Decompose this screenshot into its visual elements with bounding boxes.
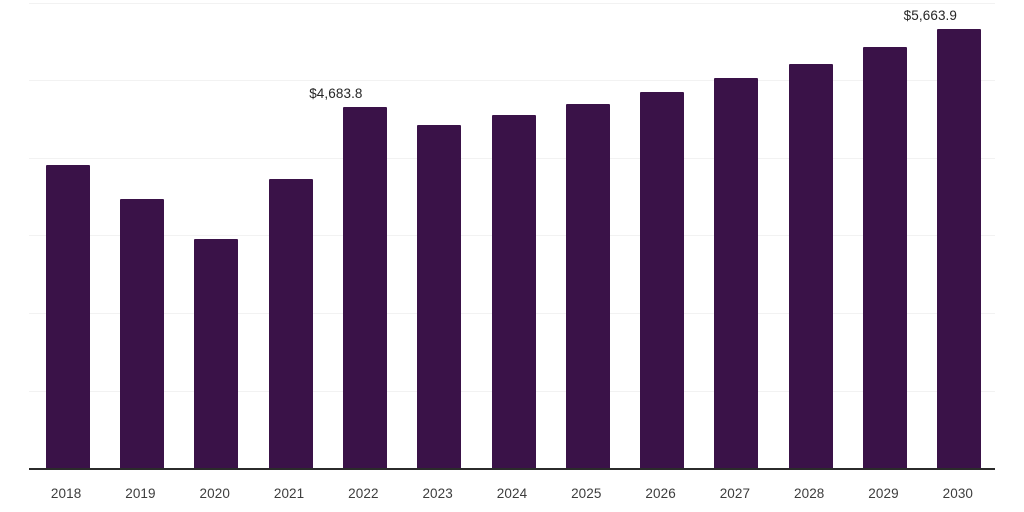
x-tick-label: 2030 bbox=[942, 486, 974, 501]
bar-group[interactable] bbox=[565, 0, 610, 469]
x-tick-label: 2022 bbox=[348, 486, 379, 501]
x-axis-line bbox=[29, 468, 995, 470]
bar-group[interactable] bbox=[194, 0, 239, 469]
bar[interactable] bbox=[640, 92, 685, 469]
bar-value-label: $5,663.9 bbox=[903, 7, 958, 23]
bar[interactable] bbox=[565, 104, 610, 469]
x-tick-label: 2028 bbox=[793, 486, 825, 501]
bar[interactable] bbox=[937, 28, 982, 469]
bar[interactable] bbox=[119, 199, 164, 469]
x-tick-label: 2025 bbox=[571, 486, 602, 501]
x-tick-label: 2027 bbox=[719, 486, 751, 501]
x-tick-label: 2029 bbox=[868, 486, 899, 501]
bar[interactable] bbox=[417, 125, 462, 469]
bar-group[interactable] bbox=[342, 0, 387, 469]
bar-group[interactable] bbox=[268, 0, 313, 469]
x-tick-label: 2018 bbox=[50, 486, 82, 501]
bar-group[interactable] bbox=[491, 0, 536, 469]
x-tick-label: 2019 bbox=[125, 486, 156, 501]
x-tick-label: 2024 bbox=[496, 486, 528, 501]
bar[interactable] bbox=[491, 115, 536, 469]
bar[interactable] bbox=[342, 107, 387, 469]
plot-area bbox=[29, 0, 995, 470]
x-axis-labels: 2018 2019 2020 2021 2022 2023 2024 2025 2026 2027… bbox=[29, 470, 995, 512]
bar-group[interactable] bbox=[119, 0, 164, 469]
bar-group[interactable] bbox=[417, 0, 462, 469]
bar-group[interactable] bbox=[788, 0, 833, 469]
bar-group[interactable] bbox=[640, 0, 685, 469]
bar[interactable] bbox=[45, 165, 90, 469]
gridline bbox=[29, 2, 995, 4]
gridline bbox=[29, 80, 995, 82]
x-tick-label: 2021 bbox=[273, 486, 305, 501]
x-tick-label: 2023 bbox=[422, 486, 453, 501]
bar-value-label: $4,683.8 bbox=[309, 86, 363, 102]
bar[interactable] bbox=[863, 46, 908, 469]
bar-group[interactable] bbox=[45, 0, 90, 469]
bar-group[interactable] bbox=[714, 0, 759, 469]
bar[interactable] bbox=[788, 63, 833, 469]
x-tick-label: 2020 bbox=[199, 486, 230, 501]
x-tick-label: 2026 bbox=[645, 486, 676, 501]
bar[interactable] bbox=[194, 238, 239, 469]
bar[interactable] bbox=[714, 77, 759, 469]
bar-group[interactable] bbox=[863, 0, 908, 469]
bar-group[interactable] bbox=[937, 0, 982, 469]
bar[interactable] bbox=[268, 179, 313, 469]
